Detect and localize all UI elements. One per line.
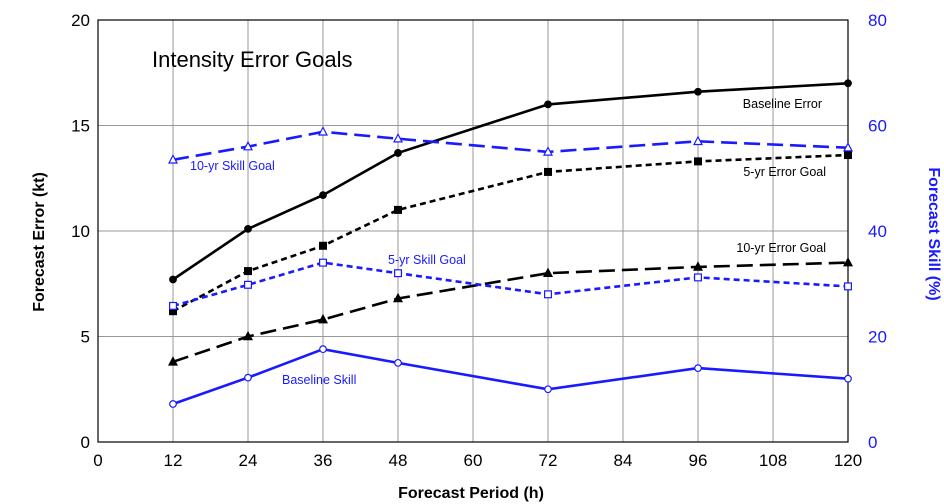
point-5-yr-error-goal-6 <box>843 151 852 160</box>
point-baseline-skill-4 <box>544 385 552 394</box>
point-5-yr-error-goal-4 <box>543 167 552 176</box>
point-baseline-error-0 <box>169 275 177 284</box>
point-10-yr-error-goal-2 <box>318 313 328 324</box>
point-baseline-skill-2 <box>319 345 327 354</box>
series-group <box>168 79 853 408</box>
y2-tick-label-1: 20 <box>868 328 887 347</box>
point-10-yr-skill-goal-1 <box>243 140 253 151</box>
point-5-yr-skill-goal-5 <box>693 273 702 282</box>
y-tick-label-3: 15 <box>71 117 90 136</box>
point-5-yr-skill-goal-1 <box>244 280 253 289</box>
point-5-yr-error-goal-1 <box>244 267 253 276</box>
y2-tick-label-0: 0 <box>868 433 877 452</box>
point-5-yr-skill-goal-2 <box>319 258 328 267</box>
point-10-yr-skill-goal-4 <box>543 146 553 156</box>
point-10-yr-skill-goal-0 <box>168 154 178 164</box>
y2-tick-label-4: 80 <box>868 11 887 30</box>
y2-tick-label-2: 40 <box>868 222 887 241</box>
x-tick-label-1: 12 <box>164 451 183 470</box>
point-5-yr-skill-goal-4 <box>543 290 552 299</box>
x-tick-label-3: 36 <box>314 451 333 470</box>
y-tick-label-1: 5 <box>81 328 90 347</box>
point-10-yr-skill-goal-2 <box>318 126 328 136</box>
point-baseline-skill-3 <box>394 358 402 367</box>
series-label-baseline-error: Baseline Error <box>743 97 822 111</box>
x-tick-label-8: 96 <box>689 451 708 470</box>
right-axis-ticks: 0 20 40 60 80 <box>868 11 887 452</box>
bottom-axis-ticks: 0 12 24 36 48 60 72 84 96 108 120 <box>93 451 862 470</box>
series-label-10-yr-skill-goal: 10-yr Skill Goal <box>190 159 275 173</box>
point-baseline-error-1 <box>244 224 252 233</box>
x-tick-label-7: 84 <box>614 451 633 470</box>
point-baseline-skill-0 <box>169 400 177 408</box>
point-10-yr-skill-goal-6 <box>843 142 853 152</box>
plot-frame <box>97 19 849 443</box>
point-5-yr-skill-goal-3 <box>394 269 403 278</box>
point-baseline-error-6 <box>844 79 852 88</box>
point-baseline-error-4 <box>544 100 552 109</box>
x-axis-title: Forecast Period (h) <box>398 485 544 502</box>
point-10-yr-skill-goal-5 <box>693 135 703 146</box>
chart-title: Intensity Error Goals <box>152 47 353 72</box>
x-tick-label-9: 108 <box>759 451 787 470</box>
point-baseline-error-3 <box>394 149 402 157</box>
point-baseline-skill-6 <box>844 374 852 383</box>
series-labels: Baseline Error 5-yr Error Goal 10-yr Error… <box>190 97 826 387</box>
point-baseline-error-2 <box>319 191 327 200</box>
point-10-yr-error-goal-5 <box>693 261 703 271</box>
point-5-yr-error-goal-3 <box>394 205 403 214</box>
y-tick-label-0: 0 <box>81 433 90 452</box>
x-tick-label-6: 72 <box>539 451 558 470</box>
x-tick-label-4: 48 <box>389 451 408 470</box>
series-line-baseline-skill <box>172 347 849 406</box>
point-5-yr-skill-goal-0 <box>169 301 178 310</box>
point-10-yr-error-goal-3 <box>393 292 403 303</box>
point-10-yr-error-goal-6 <box>843 257 853 267</box>
x-tick-label-5: 60 <box>464 451 483 470</box>
point-10-yr-error-goal-1 <box>243 330 253 341</box>
x-tick-label-0: 0 <box>93 451 102 470</box>
x-tick-label-2: 24 <box>239 451 258 470</box>
y2-tick-label-3: 60 <box>868 117 887 136</box>
point-10-yr-error-goal-4 <box>543 267 553 277</box>
point-baseline-skill-5 <box>694 364 702 373</box>
series-label-5-yr-error-goal: 5-yr Error Goal <box>743 165 826 179</box>
point-10-yr-error-goal-0 <box>168 356 178 366</box>
point-5-yr-skill-goal-6 <box>843 282 852 291</box>
y-axis-title: Forecast Error (kt) <box>31 172 48 312</box>
point-10-yr-skill-goal-3 <box>393 133 403 143</box>
grid-lines <box>98 20 848 442</box>
y-tick-label-2: 10 <box>71 222 90 241</box>
series-label-baseline-skill: Baseline Skill <box>282 373 356 387</box>
point-baseline-skill-1 <box>244 373 252 382</box>
series-line-5-yr-skill-goal <box>172 261 849 308</box>
series-label-10-yr-error-goal: 10-yr Error Goal <box>736 241 826 255</box>
y2-axis-title: Forecast Skill (%) <box>925 167 942 300</box>
point-baseline-error-5 <box>694 87 702 96</box>
y-tick-label-4: 20 <box>71 11 90 30</box>
x-tick-label-10: 120 <box>834 451 862 470</box>
left-axis-ticks: 0 5 10 15 20 <box>71 11 90 452</box>
series-label-5-yr-skill-goal: 5-yr Skill Goal <box>388 253 466 267</box>
point-5-yr-error-goal-2 <box>319 241 328 250</box>
point-5-yr-error-goal-5 <box>693 157 702 166</box>
series-line-10-yr-skill-goal <box>172 130 849 162</box>
